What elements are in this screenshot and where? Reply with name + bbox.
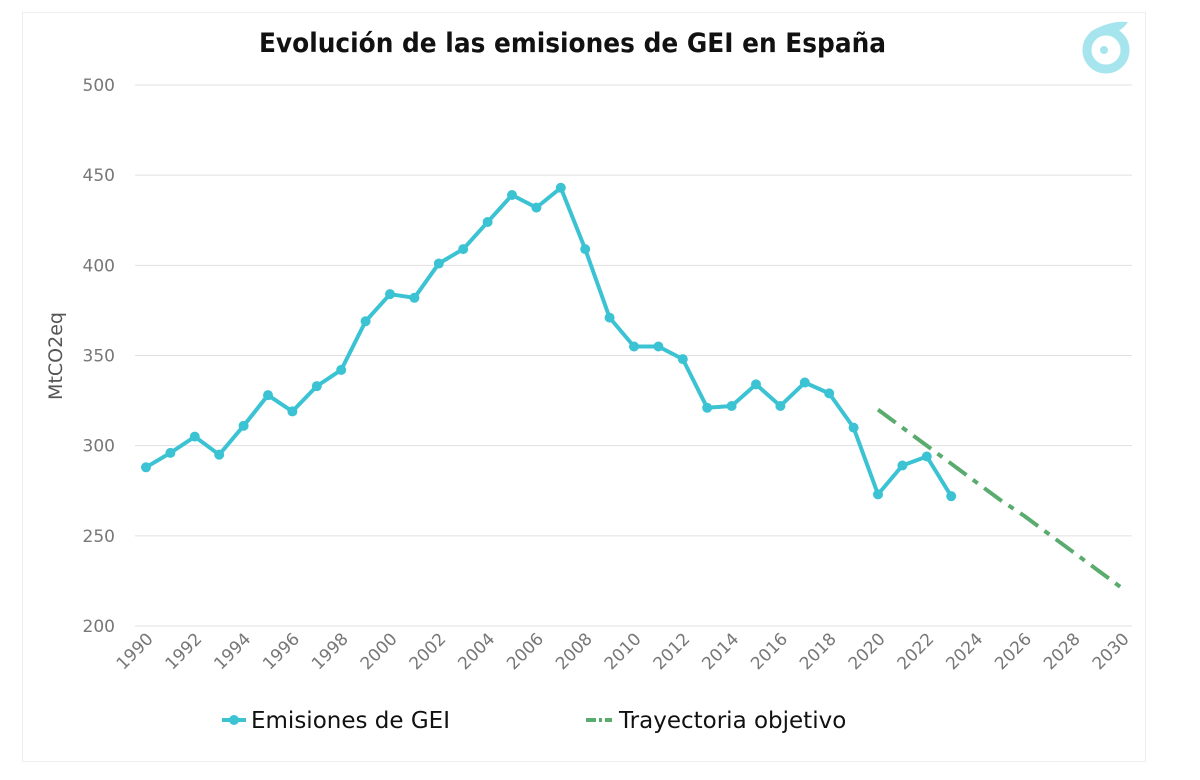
data-point xyxy=(580,244,591,255)
y-tick-label: 500 xyxy=(83,76,115,96)
chart-frame xyxy=(22,12,1146,762)
data-point xyxy=(409,292,420,303)
x-tick-label: 1992 xyxy=(162,629,207,674)
data-point xyxy=(165,447,176,458)
x-tick-label: 2000 xyxy=(357,629,402,674)
x-tick-label: 2030 xyxy=(1089,629,1134,674)
x-tick-label: 2006 xyxy=(503,629,548,674)
data-point xyxy=(531,202,542,213)
series-line-1 xyxy=(876,407,1124,590)
x-tick-label: 2026 xyxy=(991,629,1036,674)
data-point xyxy=(189,431,200,442)
x-tick-label: 1994 xyxy=(210,629,255,674)
data-point xyxy=(775,400,786,411)
data-point xyxy=(311,381,322,392)
series-line-0 xyxy=(144,185,953,498)
x-tick-label: 2008 xyxy=(552,629,597,674)
legend-label-emisiones: Emisiones de GEI xyxy=(251,708,450,734)
x-tick-label: 2018 xyxy=(796,629,841,674)
y-tick-label: 250 xyxy=(83,527,115,547)
legend: Emisiones de GEI Trayectoria objetivo xyxy=(222,708,846,734)
x-tick-label: 1998 xyxy=(308,629,353,674)
data-point xyxy=(677,354,688,365)
y-axis-label: MtCO2eq xyxy=(45,312,67,400)
legend-label-trayectoria: Trayectoria objetivo xyxy=(618,708,846,734)
data-point xyxy=(604,312,615,323)
x-tick-label: 2022 xyxy=(894,629,939,674)
data-point xyxy=(360,316,371,327)
data-point xyxy=(799,377,810,388)
data-point xyxy=(263,390,273,401)
data-point xyxy=(214,449,225,460)
data-point xyxy=(751,379,761,390)
data-point xyxy=(507,190,517,201)
x-tick-label: 2028 xyxy=(1040,629,1085,674)
data-point xyxy=(848,422,859,433)
x-tick-label: 2004 xyxy=(454,629,499,674)
x-tick-label: 2002 xyxy=(406,629,451,674)
data-point xyxy=(238,420,249,431)
data-point xyxy=(726,400,737,411)
data-point xyxy=(702,402,713,413)
data-point xyxy=(824,388,835,399)
data-point xyxy=(653,341,664,352)
data-point xyxy=(897,460,908,471)
data-point xyxy=(921,451,932,462)
data-point xyxy=(946,491,957,502)
data-point xyxy=(555,182,566,193)
data-point xyxy=(629,341,639,352)
data-point xyxy=(482,217,493,228)
data-point xyxy=(385,289,395,300)
chart-title: Evolución de las emisiones de GEI en Esp… xyxy=(258,28,887,59)
data-point xyxy=(141,462,151,473)
legend-marker-emisiones xyxy=(229,715,239,725)
x-tick-label: 2024 xyxy=(942,629,987,674)
y-tick-label: 400 xyxy=(83,256,115,276)
y-tick-label: 450 xyxy=(83,166,115,186)
x-tick-label: 2014 xyxy=(698,629,743,674)
x-tick-label: 2020 xyxy=(845,629,890,674)
y-tick-label: 350 xyxy=(83,347,115,367)
x-tick-label: 1996 xyxy=(259,629,304,674)
data-point xyxy=(287,406,298,417)
y-tick-label: 300 xyxy=(83,437,115,457)
x-tick-label: 2012 xyxy=(650,629,695,674)
x-tick-label: 2010 xyxy=(601,629,646,674)
data-point xyxy=(458,244,469,255)
data-point xyxy=(873,489,883,500)
logo-icon xyxy=(1082,21,1130,74)
x-tick-label: 2016 xyxy=(747,629,792,674)
y-tick-label: 200 xyxy=(83,617,115,637)
x-tick-label: 1990 xyxy=(113,629,158,674)
data-point xyxy=(336,364,347,375)
data-point xyxy=(433,258,444,269)
